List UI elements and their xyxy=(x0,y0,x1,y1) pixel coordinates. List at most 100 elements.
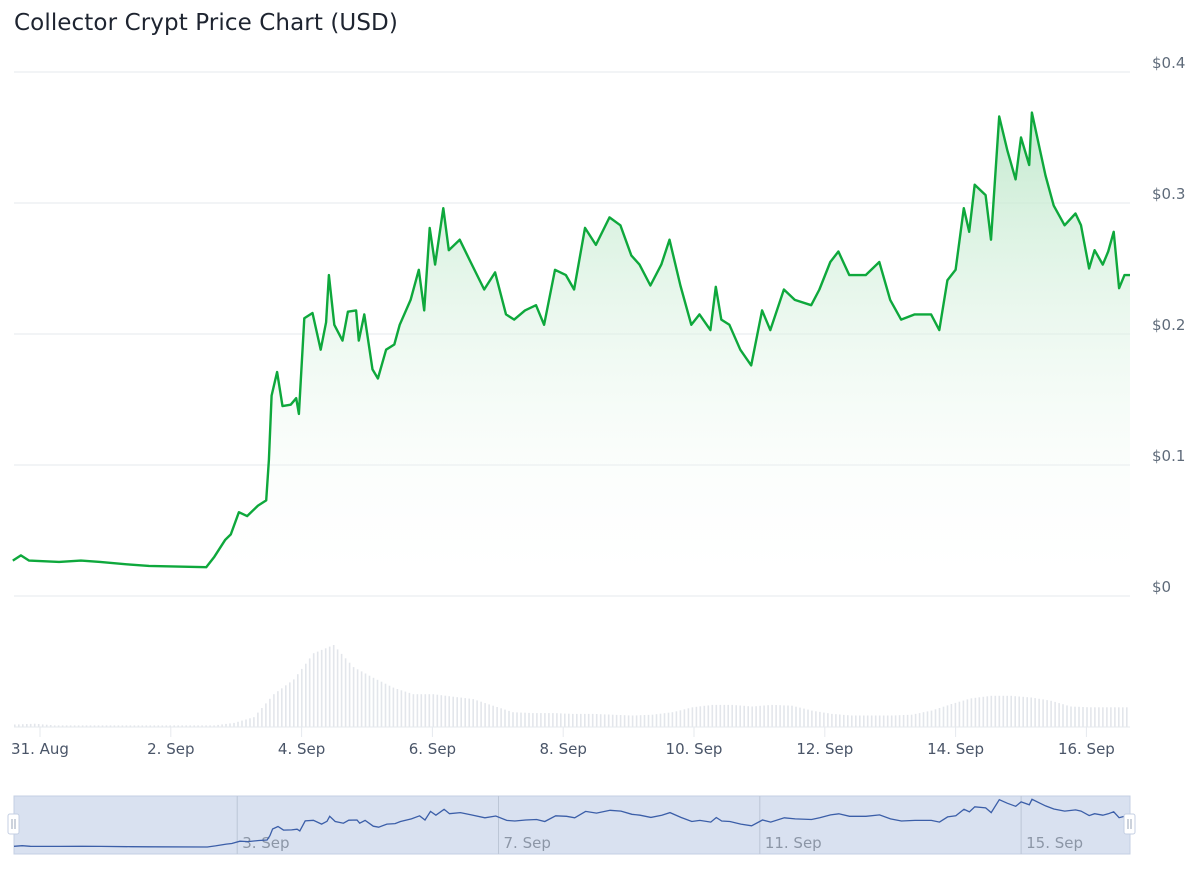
volume-bar xyxy=(113,725,116,727)
x-tick-label: 4. Sep xyxy=(278,740,325,758)
volume-bar xyxy=(89,725,92,727)
volume-bar xyxy=(344,658,347,727)
volume-bar xyxy=(416,694,419,727)
volume-bar xyxy=(1046,700,1048,727)
volume-bar xyxy=(595,714,598,727)
volume-bar xyxy=(938,708,941,727)
x-axis-labels: 31. Aug 2. Sep 4. Sep 6. Sep 8. Sep 10. Sep 12… xyxy=(11,727,1115,758)
volume-bar xyxy=(691,707,694,727)
volume-bar xyxy=(512,712,514,727)
volume-bar xyxy=(384,683,387,727)
volume-bar xyxy=(1110,707,1112,727)
navigator-selection[interactable] xyxy=(13,795,1131,855)
x-tick-label: 10. Sep xyxy=(666,740,723,758)
volume-bar xyxy=(731,704,733,727)
volume-bar xyxy=(843,714,845,727)
volume-bar xyxy=(599,714,602,727)
volume-bar xyxy=(914,713,917,727)
volume-bar xyxy=(328,646,331,727)
volume-bar xyxy=(902,715,905,727)
x-tick-label: 2. Sep xyxy=(147,740,194,758)
volume-bar xyxy=(181,725,183,727)
volume-bar xyxy=(1006,695,1008,727)
volume-bar xyxy=(1042,699,1044,727)
volume-bar xyxy=(428,694,431,727)
volume-bar xyxy=(966,699,969,727)
navigator[interactable]: 3. Sep 7. Sep 11. Sep 15. Sep xyxy=(7,795,1136,855)
volume-bar xyxy=(456,697,458,727)
volume-bar xyxy=(1066,705,1068,727)
volume-bar xyxy=(615,714,618,727)
volume-bar xyxy=(380,681,383,727)
volume-bar xyxy=(392,687,395,727)
volume-bar xyxy=(627,715,630,727)
volume-bar xyxy=(603,714,606,727)
volume-bar xyxy=(364,673,367,727)
volume-bar xyxy=(795,706,797,727)
volume-bar xyxy=(1082,707,1084,727)
volume-bar xyxy=(436,694,439,727)
volume-bar xyxy=(755,706,757,727)
volume-bar xyxy=(934,709,937,727)
volume-bar xyxy=(683,709,686,727)
volume-bar xyxy=(257,712,259,727)
volume-bar xyxy=(803,708,805,727)
price-area-fill xyxy=(12,112,1130,596)
volume-bar xyxy=(201,725,203,727)
y-tick-label: $0 xyxy=(1152,578,1171,596)
volume-bar xyxy=(105,725,108,727)
volume-bar xyxy=(878,715,881,727)
volume-bar xyxy=(540,713,542,727)
volume-bar xyxy=(265,703,267,727)
volume-bar xyxy=(671,712,674,727)
volume-bar xyxy=(587,713,590,727)
volume-bar xyxy=(1106,707,1108,727)
volume-bar xyxy=(986,696,989,727)
volume-bar xyxy=(185,725,187,727)
volume-bar xyxy=(532,713,534,727)
volume-bar xyxy=(667,712,670,727)
volume-bar xyxy=(356,669,359,727)
volume-bar xyxy=(1098,707,1100,727)
volume-bar xyxy=(372,677,375,727)
navigator-right-handle[interactable] xyxy=(1123,813,1136,835)
volume-bar xyxy=(811,710,813,727)
volume-bar xyxy=(1086,707,1088,727)
volume-bar xyxy=(376,679,379,727)
volume-bar xyxy=(37,724,40,727)
volume-bar xyxy=(316,651,319,727)
volume-bar xyxy=(719,704,722,727)
volume-bars xyxy=(14,645,1128,727)
volume-bar xyxy=(1114,707,1116,727)
volume-bar xyxy=(1062,704,1064,727)
volume-bar xyxy=(791,705,793,727)
volume-bar xyxy=(687,708,690,727)
volume-bar xyxy=(679,710,682,727)
volume-bar xyxy=(261,708,263,727)
volume-bar xyxy=(225,723,227,727)
volume-bar xyxy=(221,724,223,727)
volume-bar xyxy=(18,724,20,727)
volume-bar xyxy=(305,663,307,727)
volume-bar xyxy=(639,715,642,727)
volume-bar xyxy=(324,648,327,727)
volume-bar xyxy=(153,725,156,727)
volume-bar xyxy=(890,715,893,727)
volume-bar xyxy=(137,725,140,727)
volume-bar xyxy=(237,721,239,727)
volume-bar xyxy=(93,725,96,727)
volume-bar xyxy=(910,714,913,727)
volume-bar xyxy=(536,713,538,727)
volume-bar xyxy=(978,697,981,727)
volume-bar xyxy=(249,718,251,727)
volume-bar xyxy=(241,720,243,727)
navigator-label: 3. Sep xyxy=(242,834,289,852)
volume-bar xyxy=(739,705,741,727)
volume-bar xyxy=(1090,707,1092,727)
volume-bar xyxy=(835,714,837,727)
volume-bar xyxy=(332,645,335,727)
volume-bar xyxy=(492,705,494,727)
navigator-left-handle[interactable] xyxy=(7,813,20,835)
volume-bar xyxy=(14,724,16,727)
volume-bar xyxy=(982,696,985,727)
